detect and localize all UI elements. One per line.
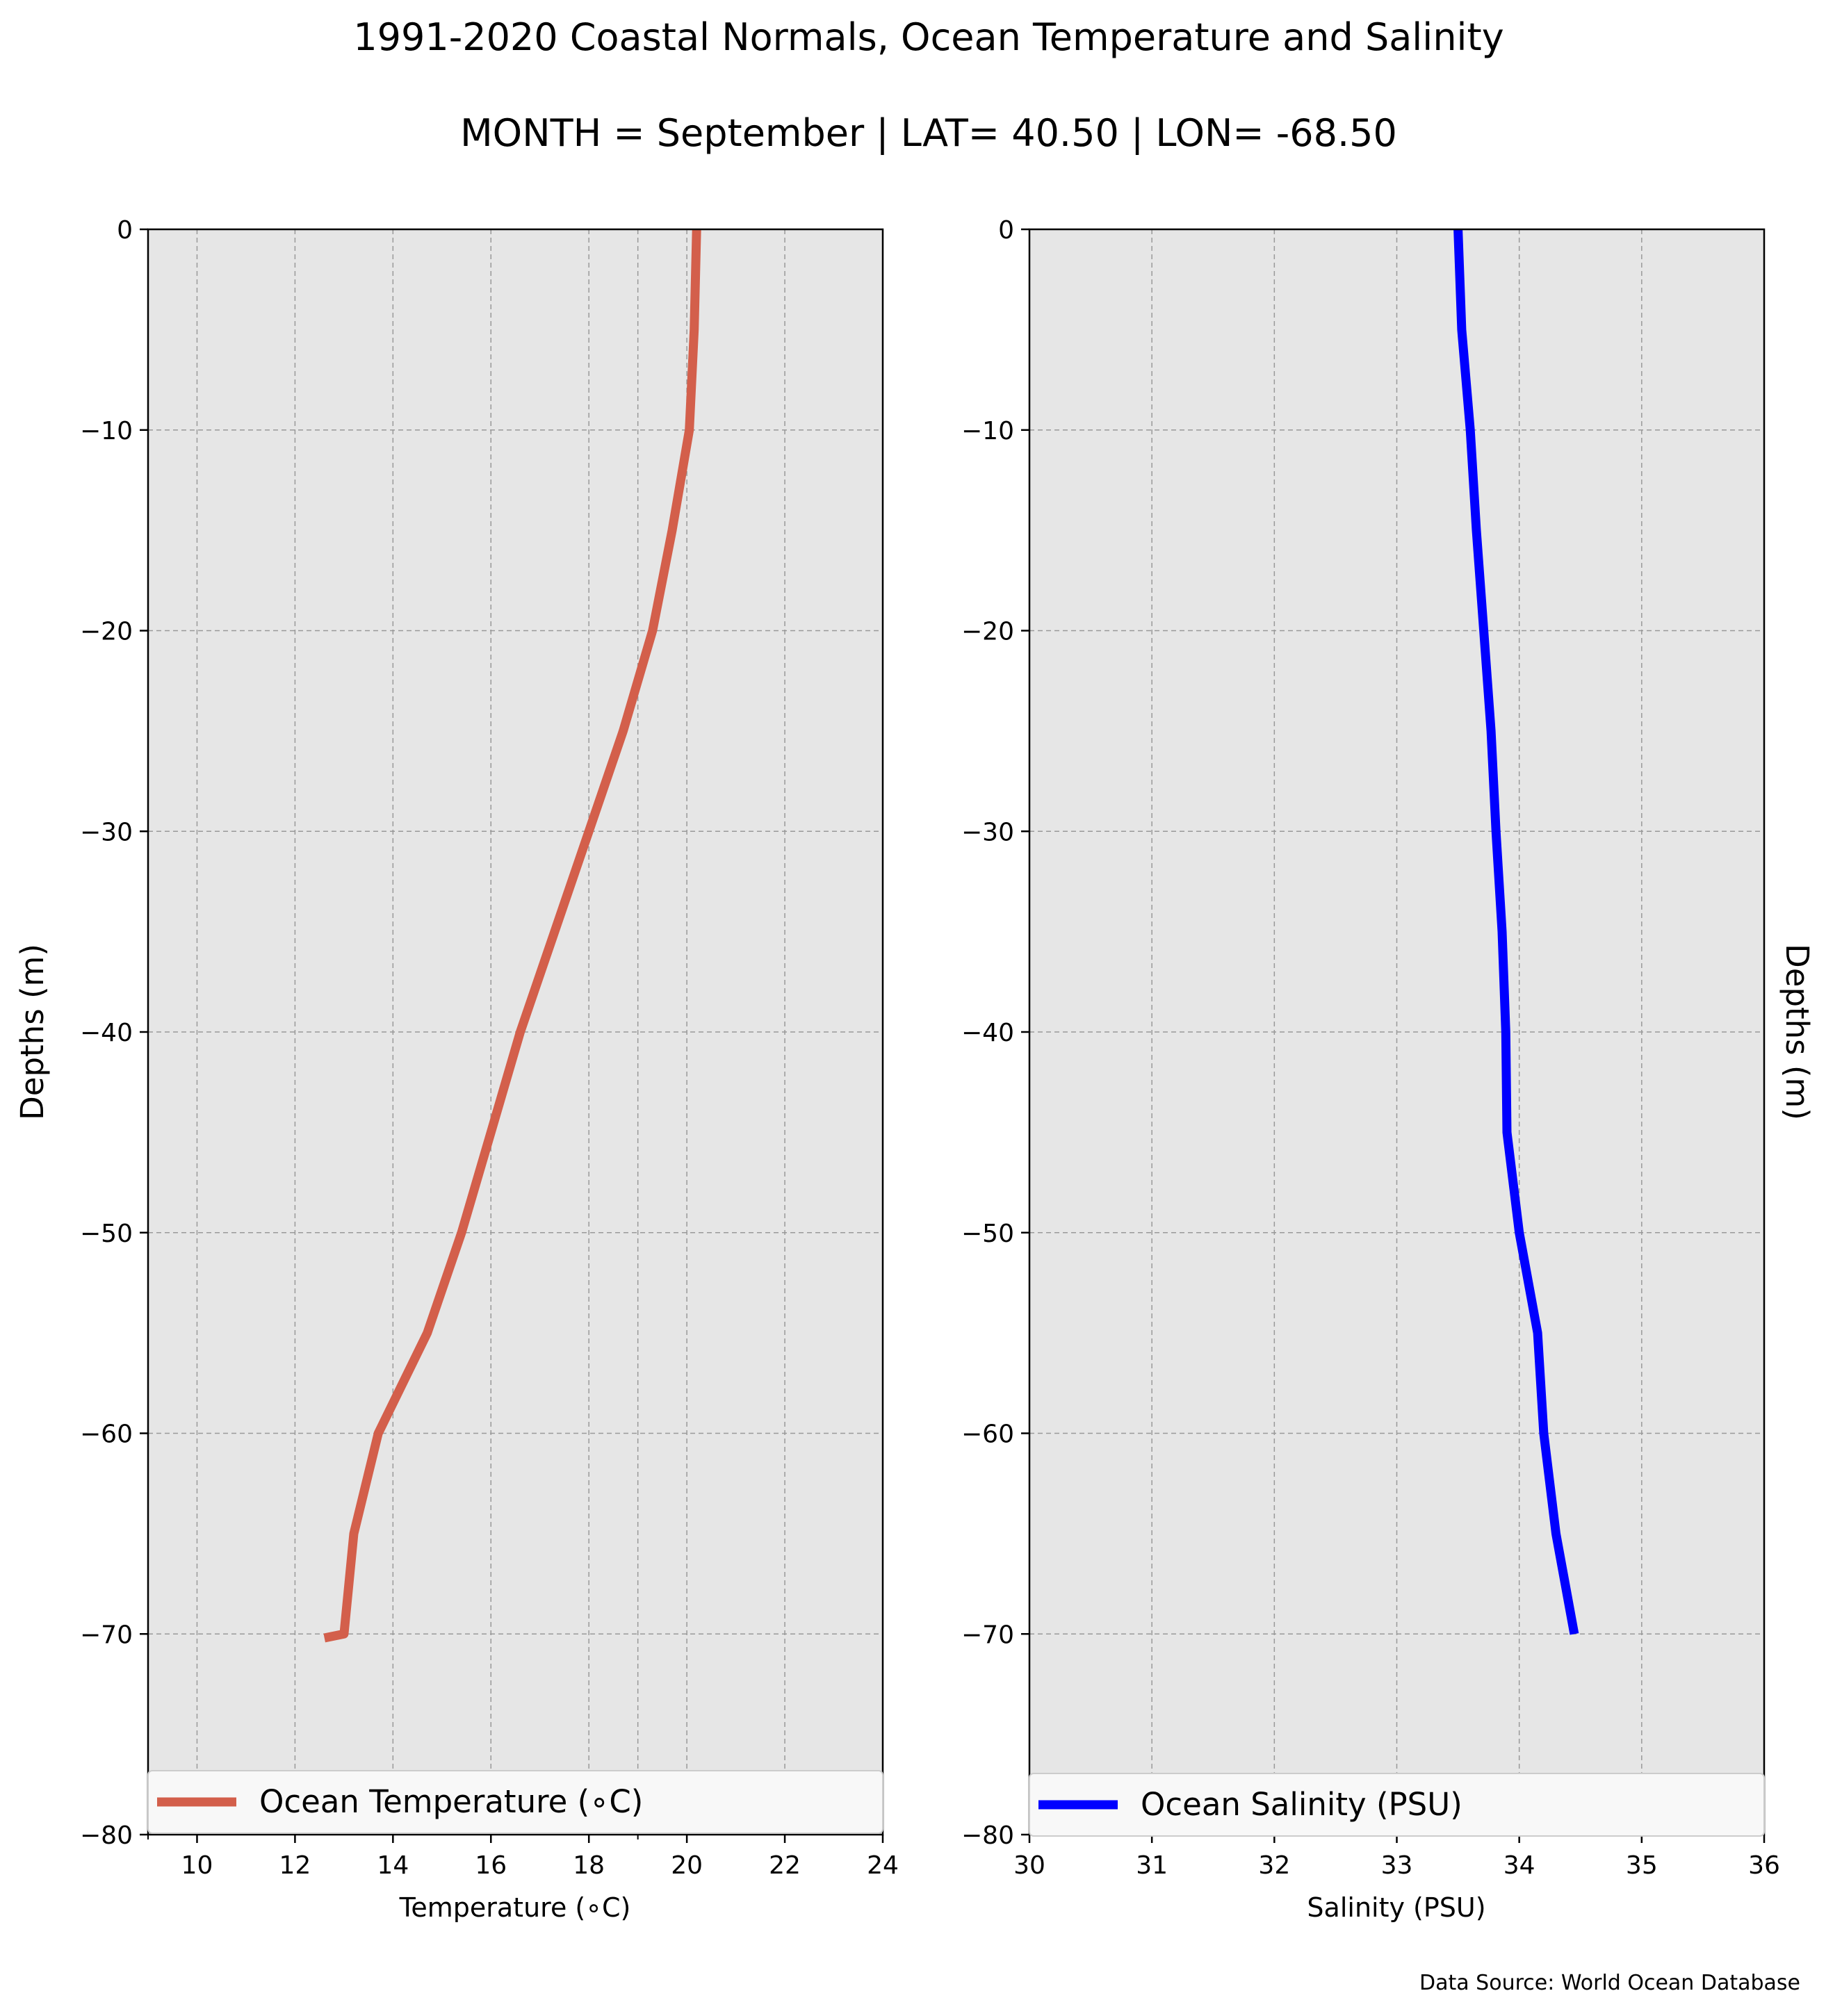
temperature-legend-label: Ocean Temperature (∘C) [259,1783,643,1820]
y-tick-label: −20 [961,618,1014,646]
y-tick-label: −50 [961,1220,1014,1248]
x-tick-label: 12 [279,1851,311,1880]
y-tick-label: −10 [80,417,133,445]
x-tick-label: 36 [1748,1851,1780,1880]
y-tick-label: −30 [80,818,133,846]
x-tick-label: 32 [1258,1851,1290,1880]
x-tick-label: 24 [867,1851,899,1880]
x-tick-label: 30 [1013,1851,1045,1880]
x-tick-label: 31 [1136,1851,1168,1880]
x-tick-label: 18 [573,1851,605,1880]
temperature-y-axis-label: Depths (m) [14,944,51,1120]
salinity-x-ticks: 30 31 32 33 34 35 36 [1013,1835,1780,1880]
y-tick-label: −70 [80,1621,133,1649]
temperature-panel: 0 −10 −20 −30 −40 −50 −60 −70 −80 10 12 14 16 18 20 22… [14,216,899,1923]
salinity-x-axis-label: Salinity (PSU) [1307,1892,1485,1923]
data-source-note: Data Source: World Ocean Database [1419,1971,1800,1995]
temperature-series [323,229,701,1643]
salinity-gridlines [1029,229,1764,1835]
x-tick-label: 16 [475,1851,507,1880]
salinity-panel: 0 −10 −20 −30 −40 −50 −60 −70 −80 30 31 32 33 34 35 36… [961,216,1816,1923]
x-tick-label: 34 [1503,1851,1535,1880]
y-tick-label: −80 [961,1821,1014,1850]
y-tick-label: 0 [117,216,133,245]
temperature-profile-line [323,229,701,1643]
temperature-x-ticks: 10 12 14 16 18 20 22 24 [147,1835,899,1880]
chart-subtitle: MONTH = September | LAT= 40.50 | LON= -6… [460,111,1397,155]
y-tick-label: −40 [961,1019,1014,1047]
y-tick-label: −20 [80,618,133,646]
y-tick-label: −10 [961,417,1014,445]
y-tick-label: 0 [998,216,1014,245]
y-tick-label: −30 [961,818,1014,846]
x-tick-label: 22 [769,1851,801,1880]
x-tick-label: 20 [671,1851,703,1880]
temperature-legend-box [147,1770,883,1834]
salinity-y-ticks: 0 −10 −20 −30 −40 −50 −60 −70 −80 [961,216,1029,1850]
salinity-legend: Ocean Salinity (PSU) [1029,1773,1765,1837]
chart-title: 1991-2020 Coastal Normals, Ocean Tempera… [353,15,1503,59]
y-tick-label: −60 [80,1420,133,1449]
temperature-legend: Ocean Temperature (∘C) [147,1770,883,1834]
salinity-y-axis-label: Depths (m) [1779,944,1816,1120]
temperature-x-axis-label: Temperature (∘C) [399,1892,631,1923]
y-tick-label: −40 [80,1019,133,1047]
x-tick-label: 35 [1626,1851,1658,1880]
y-tick-label: −60 [961,1420,1014,1449]
salinity-legend-box [1029,1773,1765,1837]
temperature-gridlines [148,229,883,1835]
y-tick-label: −70 [961,1621,1014,1649]
x-tick-label: 10 [181,1851,213,1880]
x-tick-label: 14 [377,1851,409,1880]
y-tick-label: −80 [80,1821,133,1850]
salinity-legend-label: Ocean Salinity (PSU) [1141,1786,1462,1823]
y-tick-label: −50 [80,1220,133,1248]
x-tick-label: 33 [1381,1851,1413,1880]
temperature-y-ticks: 0 −10 −20 −30 −40 −50 −60 −70 −80 [80,216,148,1850]
